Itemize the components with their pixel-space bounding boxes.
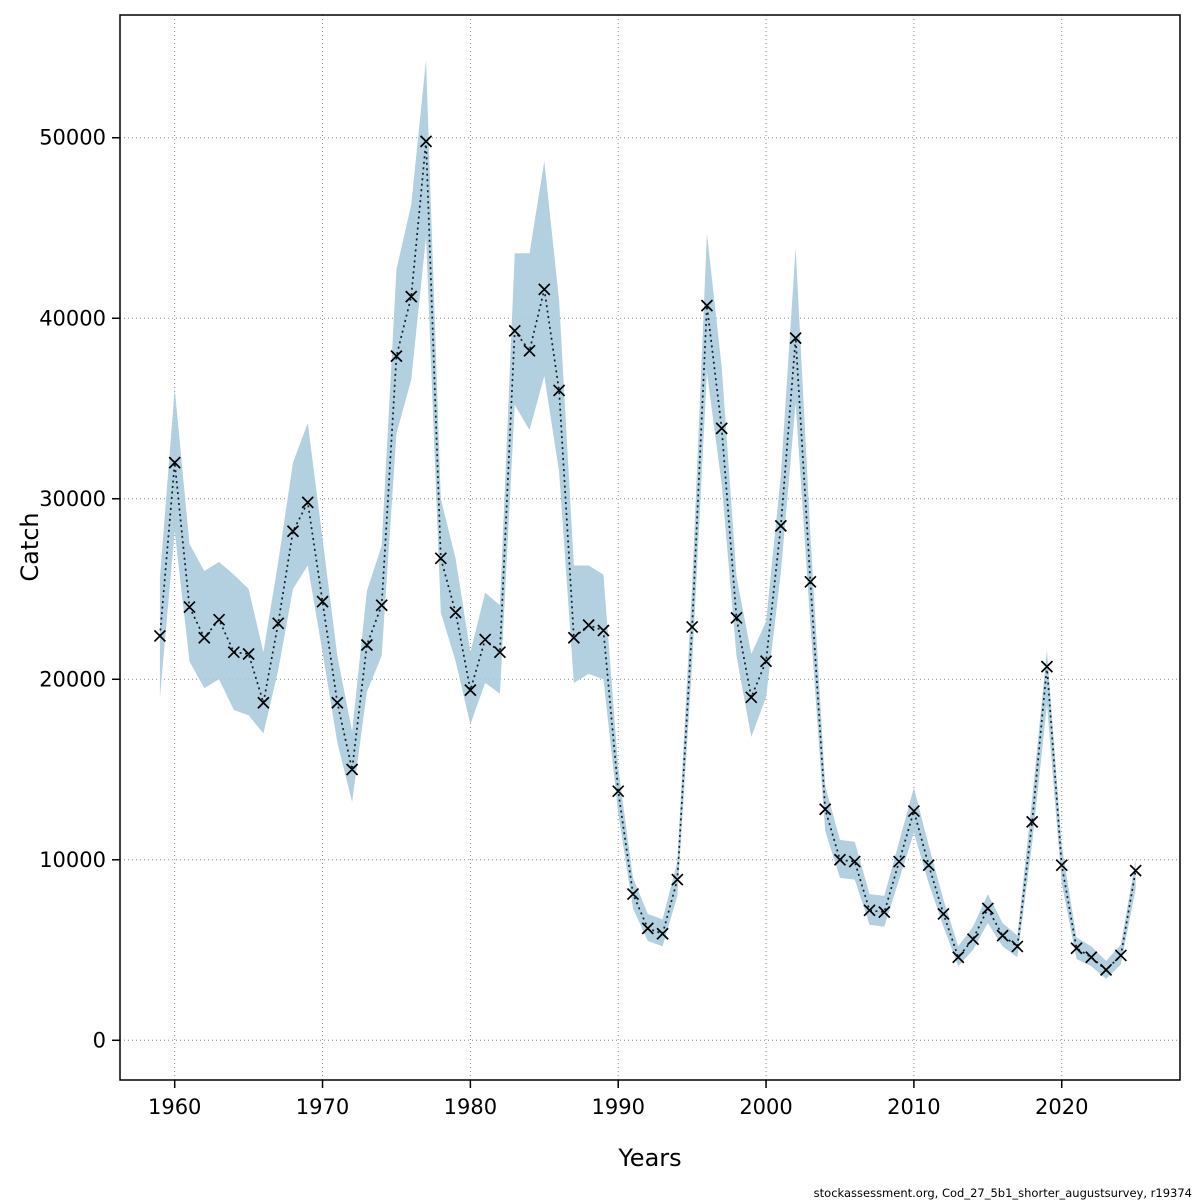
x-axis-tick-label: 2010 bbox=[887, 1095, 940, 1119]
y-axis-title: Catch bbox=[16, 512, 44, 581]
x-axis-tick-label: 1980 bbox=[444, 1095, 497, 1119]
data-point-markers bbox=[153, 135, 1142, 976]
y-axis-tick-label: 20000 bbox=[39, 667, 106, 691]
footer-credit: stockassessment.org, Cod_27_5b1_shorter_… bbox=[814, 1186, 1192, 1200]
x-axis-tick-label: 1970 bbox=[296, 1095, 349, 1119]
x-axis-tick-label: 1990 bbox=[591, 1095, 644, 1119]
y-axis-tick-label: 0 bbox=[93, 1028, 106, 1052]
confidence-band bbox=[159, 60, 1136, 979]
plot-layer: 0 10000 20000 30000 40000 50000 1960 1970 1980 19… bbox=[39, 14, 1181, 1119]
x-axis-tick-label: 2000 bbox=[739, 1095, 792, 1119]
y-axis-tick-label: 50000 bbox=[39, 126, 106, 150]
y-axis-tick-label: 10000 bbox=[39, 848, 106, 872]
x-axis-tick-label: 2020 bbox=[1035, 1095, 1088, 1119]
plot-box bbox=[119, 14, 1181, 1081]
y-axis-tick-label: 40000 bbox=[39, 306, 106, 330]
x-axis-title: Years bbox=[617, 1144, 681, 1172]
x-axis-tick-label: 1960 bbox=[148, 1095, 201, 1119]
y-axis-tick-label: 30000 bbox=[39, 487, 106, 511]
